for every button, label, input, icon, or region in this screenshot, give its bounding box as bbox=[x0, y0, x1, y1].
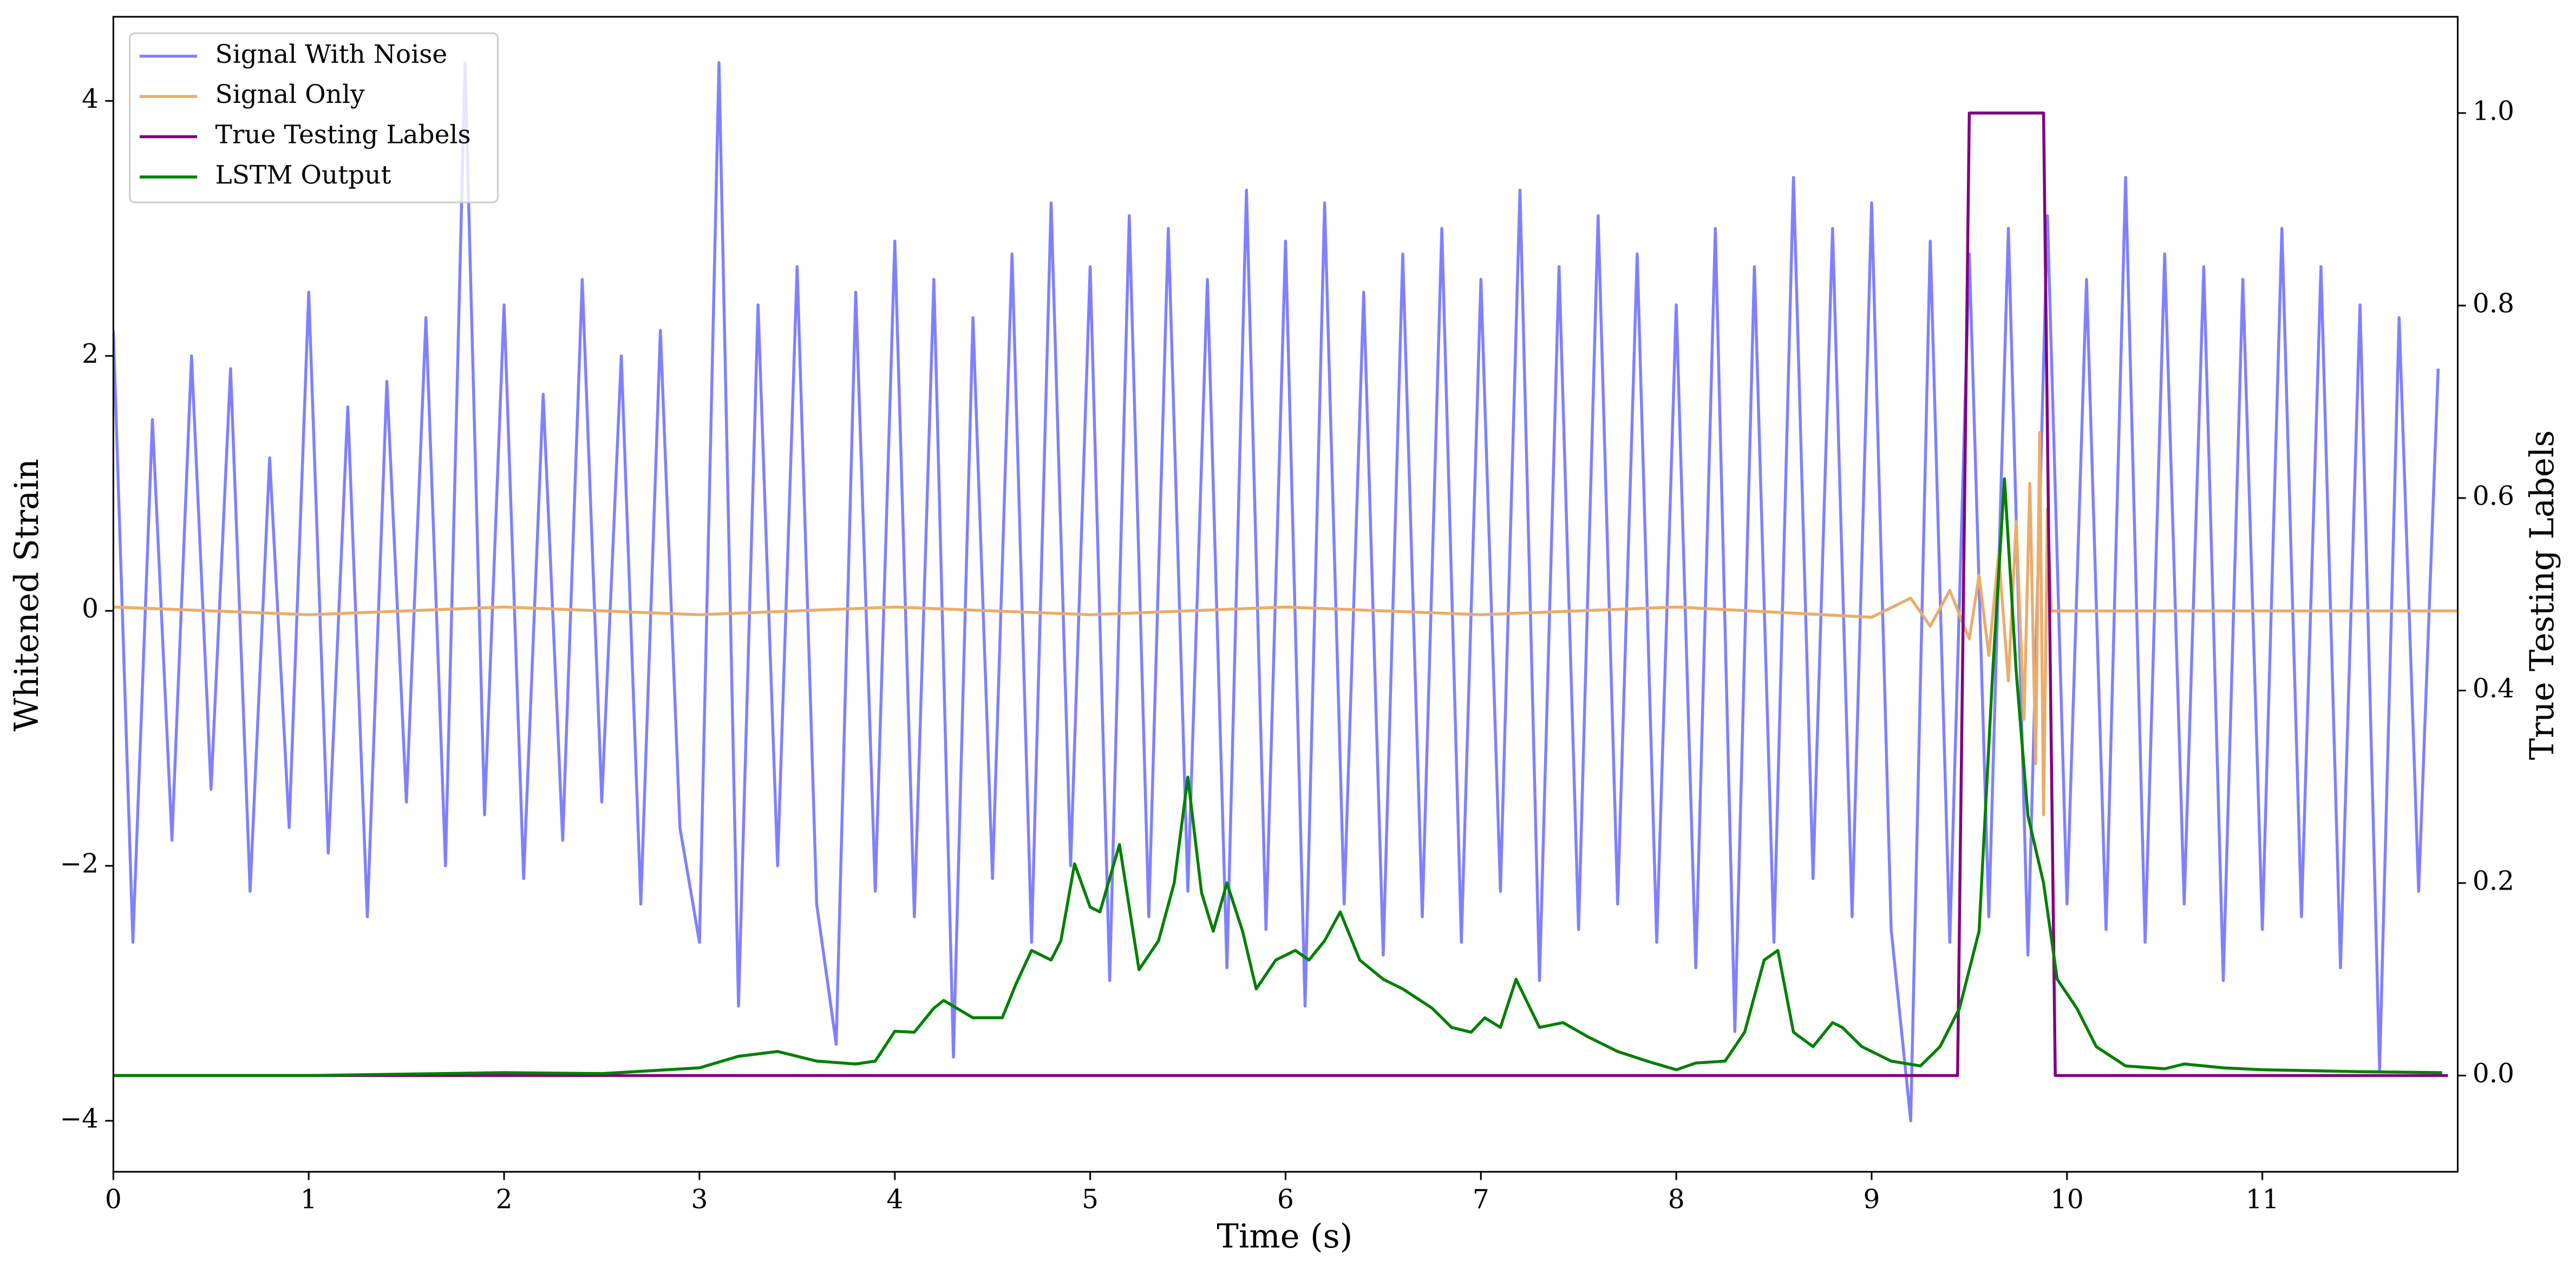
x-tick-label: 9 bbox=[1864, 1184, 1880, 1214]
y-axis-label: Whitened Strain bbox=[8, 459, 46, 731]
x-tick-label: 1 bbox=[300, 1184, 317, 1214]
series-line bbox=[113, 430, 2458, 816]
x-tick-label: 5 bbox=[1082, 1184, 1099, 1214]
x-tick-label: 0 bbox=[105, 1184, 122, 1214]
x-tick-label: 8 bbox=[1668, 1184, 1685, 1214]
x-tick-label: 11 bbox=[2246, 1184, 2279, 1214]
legend-label: LSTM Output bbox=[215, 160, 391, 190]
y-tick-label: −2 bbox=[60, 849, 99, 879]
x-axis-label: Time (s) bbox=[1217, 1218, 1352, 1256]
series-line bbox=[113, 61, 2440, 1122]
y2-axis-label: True Testing Labels bbox=[2523, 430, 2561, 760]
y2-tick-label: 0.2 bbox=[2473, 866, 2514, 896]
plot-area bbox=[113, 61, 2458, 1122]
x-tick-label: 7 bbox=[1473, 1184, 1489, 1214]
series-line bbox=[113, 477, 2442, 1077]
y2-tick-label: 0.4 bbox=[2473, 674, 2514, 704]
y2-tick-label: 0.6 bbox=[2473, 481, 2514, 511]
y-tick-label: −4 bbox=[60, 1104, 99, 1134]
y2-tick-label: 0.8 bbox=[2473, 289, 2514, 319]
y-tick-label: 2 bbox=[82, 339, 99, 369]
x-tick-label: 6 bbox=[1277, 1184, 1294, 1214]
y2-tick-label: 0.0 bbox=[2473, 1059, 2514, 1089]
legend-box bbox=[129, 32, 499, 204]
legend: Signal With Noise Signal Only True Testing… bbox=[129, 32, 499, 204]
x-tick-label: 10 bbox=[2050, 1184, 2084, 1214]
plot-frame bbox=[112, 16, 2459, 1173]
legend-label: Signal With Noise bbox=[215, 40, 448, 69]
x-tick-label: 4 bbox=[886, 1184, 903, 1214]
x-tick-label: 2 bbox=[496, 1184, 513, 1214]
legend-label: True Testing Labels bbox=[215, 120, 471, 150]
legend-label: Signal Only bbox=[215, 80, 365, 109]
y-tick-label: 0 bbox=[82, 594, 99, 624]
y-tick-label: 4 bbox=[82, 84, 99, 114]
y2-tick-label: 1.0 bbox=[2473, 96, 2514, 126]
x-tick-label: 3 bbox=[691, 1184, 708, 1214]
series-line bbox=[113, 112, 2448, 1077]
